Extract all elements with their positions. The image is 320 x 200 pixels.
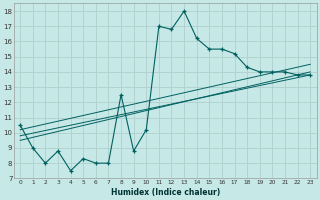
X-axis label: Humidex (Indice chaleur): Humidex (Indice chaleur) xyxy=(111,188,220,197)
